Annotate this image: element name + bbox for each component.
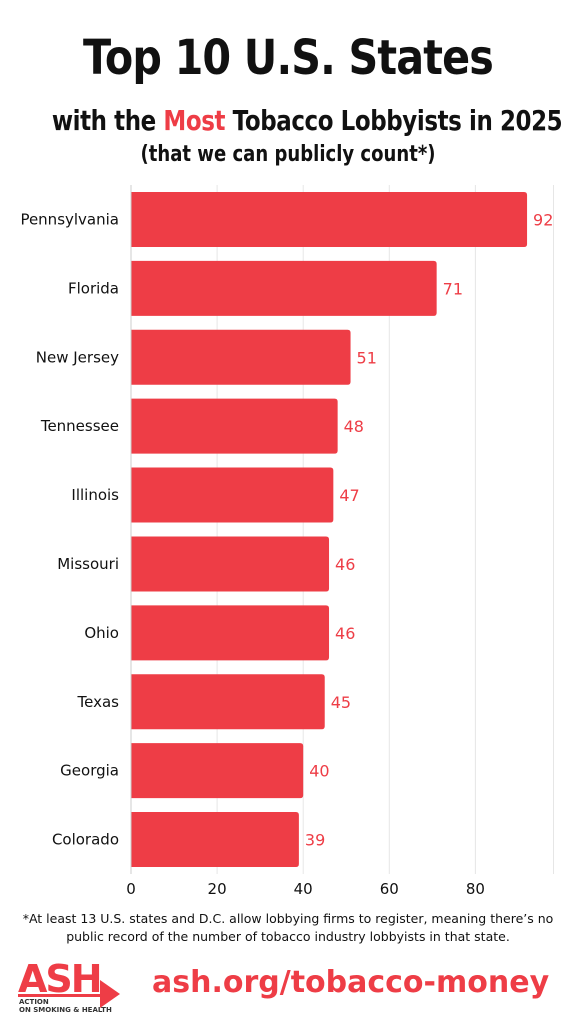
- data-label: 51: [357, 348, 377, 367]
- category-label: Tennessee: [40, 417, 119, 435]
- bar: [131, 260, 437, 316]
- logo-subtext-1: ACTION: [19, 998, 49, 1006]
- category-label: Missouri: [57, 555, 119, 573]
- ash-logo: ASH ACTION ON SMOKING & HEALTH: [18, 957, 120, 1014]
- category-label: New Jersey: [36, 348, 119, 366]
- category-label: Georgia: [60, 762, 119, 780]
- bar: [131, 398, 338, 454]
- x-tick-label: 80: [466, 880, 485, 898]
- category-label: Pennsylvania: [20, 210, 119, 228]
- x-tick-label: 40: [294, 880, 313, 898]
- x-tick-label: 60: [380, 880, 399, 898]
- data-label: 48: [344, 417, 364, 436]
- category-label: Colorado: [52, 831, 119, 849]
- bar: [131, 674, 325, 730]
- x-tick-label: 20: [208, 880, 227, 898]
- bar: [131, 812, 299, 868]
- website-link[interactable]: ash.org/tobacco-money: [152, 965, 550, 1000]
- data-label: 92: [533, 210, 553, 229]
- data-label: 46: [335, 555, 355, 574]
- title-line2-post: Tobacco Lobbyists in 2025: [225, 104, 563, 137]
- logo-arrow-icon: [100, 980, 120, 1008]
- bar: [131, 191, 528, 247]
- category-label: Illinois: [71, 486, 119, 504]
- title-line2-accent: Most: [163, 104, 226, 137]
- chart-title-line2: with the Most Tobacco Lobbyists in 2025: [51, 102, 563, 140]
- bar: [131, 743, 304, 799]
- bar: [131, 467, 334, 523]
- x-tick-label: 0: [126, 880, 136, 898]
- bar: [131, 536, 330, 592]
- data-label: 46: [335, 624, 355, 643]
- chart-title: Top 10 U.S. States: [83, 30, 494, 86]
- data-label: 47: [339, 486, 359, 505]
- data-label: 39: [305, 831, 325, 850]
- bar-chart: Pennsylvania 92 Florida 71 New Jersey 51 Tenne…: [20, 185, 554, 898]
- footnote: *At least 13 U.S. states and D.C. allow …: [22, 911, 554, 944]
- data-label: 45: [331, 693, 351, 712]
- category-label: Texas: [77, 693, 120, 711]
- category-label: Ohio: [84, 624, 119, 642]
- bar: [131, 605, 330, 661]
- bar: [131, 329, 351, 385]
- category-label: Florida: [68, 279, 119, 297]
- data-label: 40: [309, 762, 329, 781]
- data-label: 71: [443, 279, 463, 298]
- title-line2-pre: with the: [51, 104, 164, 137]
- chart-subtitle: (that we can publicly count*): [140, 142, 436, 167]
- logo-subtext-2: ON SMOKING & HEALTH: [19, 1006, 112, 1014]
- logo-text: ASH: [18, 957, 101, 1001]
